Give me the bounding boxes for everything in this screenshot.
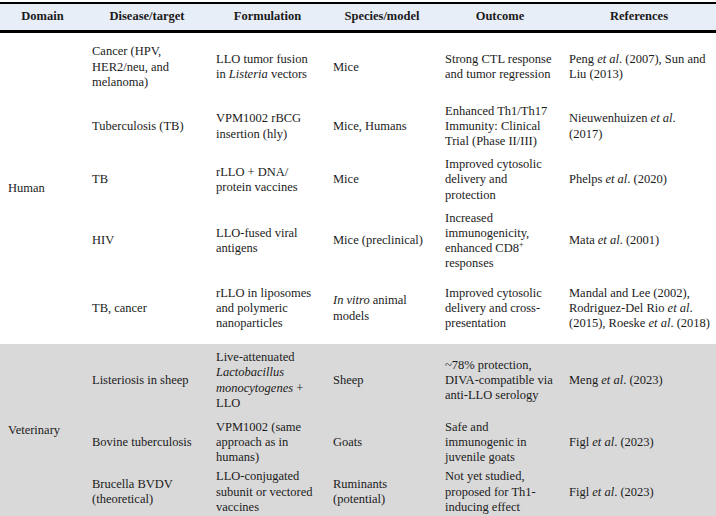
cell-disease: Brucella BVDV (theoretical) [85,467,209,516]
cell-outcome: Safe and immunogenic in juvenile goats [438,418,562,468]
cell-outcome: Enhanced Th1/Th17 Immunity: Clinical Tri… [438,102,562,152]
cell-formulation: rLLO + DNA/ protein vaccines [209,152,326,209]
cell-species: Sheep [326,344,438,418]
table-row: Veterinary Listeriosis in sheep Live-att… [0,344,716,418]
cell-outcome: Increased immunogenicity, enhanced CD8+ … [438,209,562,274]
table-row: Human Cancer (HPV, HER2/neu, and melanom… [0,32,716,102]
domain-cell-human: Human [0,32,85,344]
cell-references: Phelps et al. (2020) [562,152,716,209]
cell-formulation: LLO-conjugated subunit or vectored vacci… [209,467,326,516]
cell-references: Peng et al. (2007), Sun and Liu (2013) [562,32,716,102]
table-row: TB rLLO + DNA/ protein vaccines Mice Imp… [0,152,716,209]
cell-species: Mice [326,32,438,102]
column-header-species-model: Species/model [326,3,438,32]
cell-references: Meng et al. (2023) [562,344,716,418]
cell-disease: Listeriosis in sheep [85,344,209,418]
cell-species: Mice, Humans [326,102,438,152]
cell-formulation: VPM1002 (same approach as in humans) [209,418,326,468]
table-row: Brucella BVDV (theoretical) LLO-conjugat… [0,467,716,516]
column-header-formulation: Formulation [209,3,326,32]
table-row: Tuberculosis (TB) VPM1002 rBCG insertion… [0,102,716,152]
paper-table-page: Domain Disease/target Formulation Specie… [0,0,716,516]
table-row: Bovine tuberculosis VPM1002 (same approa… [0,418,716,468]
table-row: HIV LLO-fused viral antigens Mice (precl… [0,209,716,274]
cell-references: Nieuwenhuizen et al. (2017) [562,102,716,152]
cell-formulation: VPM1002 rBCG insertion (hly) [209,102,326,152]
cell-references: Mata et al. (2001) [562,209,716,274]
cell-outcome: ~78% protection, DIVA-compatible via ant… [438,344,562,418]
cell-outcome: Improved cytosolic delivery and protecti… [438,152,562,209]
cell-species: Goats [326,418,438,468]
cell-outcome: Improved cytosolic delivery and cross-pr… [438,274,562,344]
cell-species: In vitro animal models [326,274,438,344]
cell-formulation: rLLO in liposomes and polymeric nanopart… [209,274,326,344]
cell-disease: Bovine tuberculosis [85,418,209,468]
cell-disease: Cancer (HPV, HER2/neu, and melanoma) [85,32,209,102]
cell-formulation: Live-attenuated Lactobacillus monocytoge… [209,344,326,418]
cell-species: Mice (preclinical) [326,209,438,274]
column-header-domain: Domain [0,3,85,32]
cell-outcome: Strong CTL response and tumor regression [438,32,562,102]
llo-vaccine-summary-table: Domain Disease/target Formulation Specie… [0,2,716,516]
cell-disease: TB [85,152,209,209]
cell-disease: HIV [85,209,209,274]
cell-disease: TB, cancer [85,274,209,344]
column-header-disease-target: Disease/target [85,3,209,32]
cell-formulation: LLO tumor fusion in Listeria vectors [209,32,326,102]
cell-formulation: LLO-fused viral antigens [209,209,326,274]
domain-cell-veterinary: Veterinary [0,344,85,516]
cell-references: Mandal and Lee (2002), Rodriguez-Del Rio… [562,274,716,344]
cell-disease: Tuberculosis (TB) [85,102,209,152]
cell-outcome: Not yet studied, proposed for Th1-induci… [438,467,562,516]
table-row: TB, cancer rLLO in liposomes and polymer… [0,274,716,344]
cell-references: Figl et al. (2023) [562,467,716,516]
header-row: Domain Disease/target Formulation Specie… [0,3,716,32]
cell-species: Mice [326,152,438,209]
column-header-references: References [562,3,716,32]
column-header-outcome: Outcome [438,3,562,32]
cell-references: Figl et al. (2023) [562,418,716,468]
cell-species: Ruminants (potential) [326,467,438,516]
